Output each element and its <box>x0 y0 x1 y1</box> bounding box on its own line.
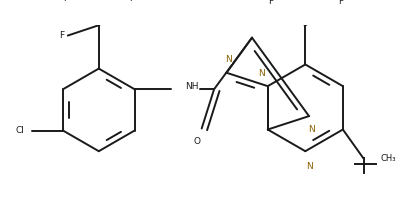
Text: Cl: Cl <box>15 126 24 135</box>
Text: N: N <box>306 162 313 171</box>
Text: F: F <box>268 0 273 6</box>
Text: CH₃: CH₃ <box>380 154 395 163</box>
Text: NH: NH <box>185 82 199 91</box>
Text: O: O <box>193 138 200 146</box>
Text: N: N <box>225 55 232 64</box>
Text: F: F <box>59 31 64 40</box>
Text: F: F <box>338 0 343 6</box>
Text: F: F <box>63 0 68 3</box>
Text: N: N <box>258 69 265 78</box>
Text: F: F <box>129 0 134 3</box>
Text: N: N <box>308 125 314 134</box>
